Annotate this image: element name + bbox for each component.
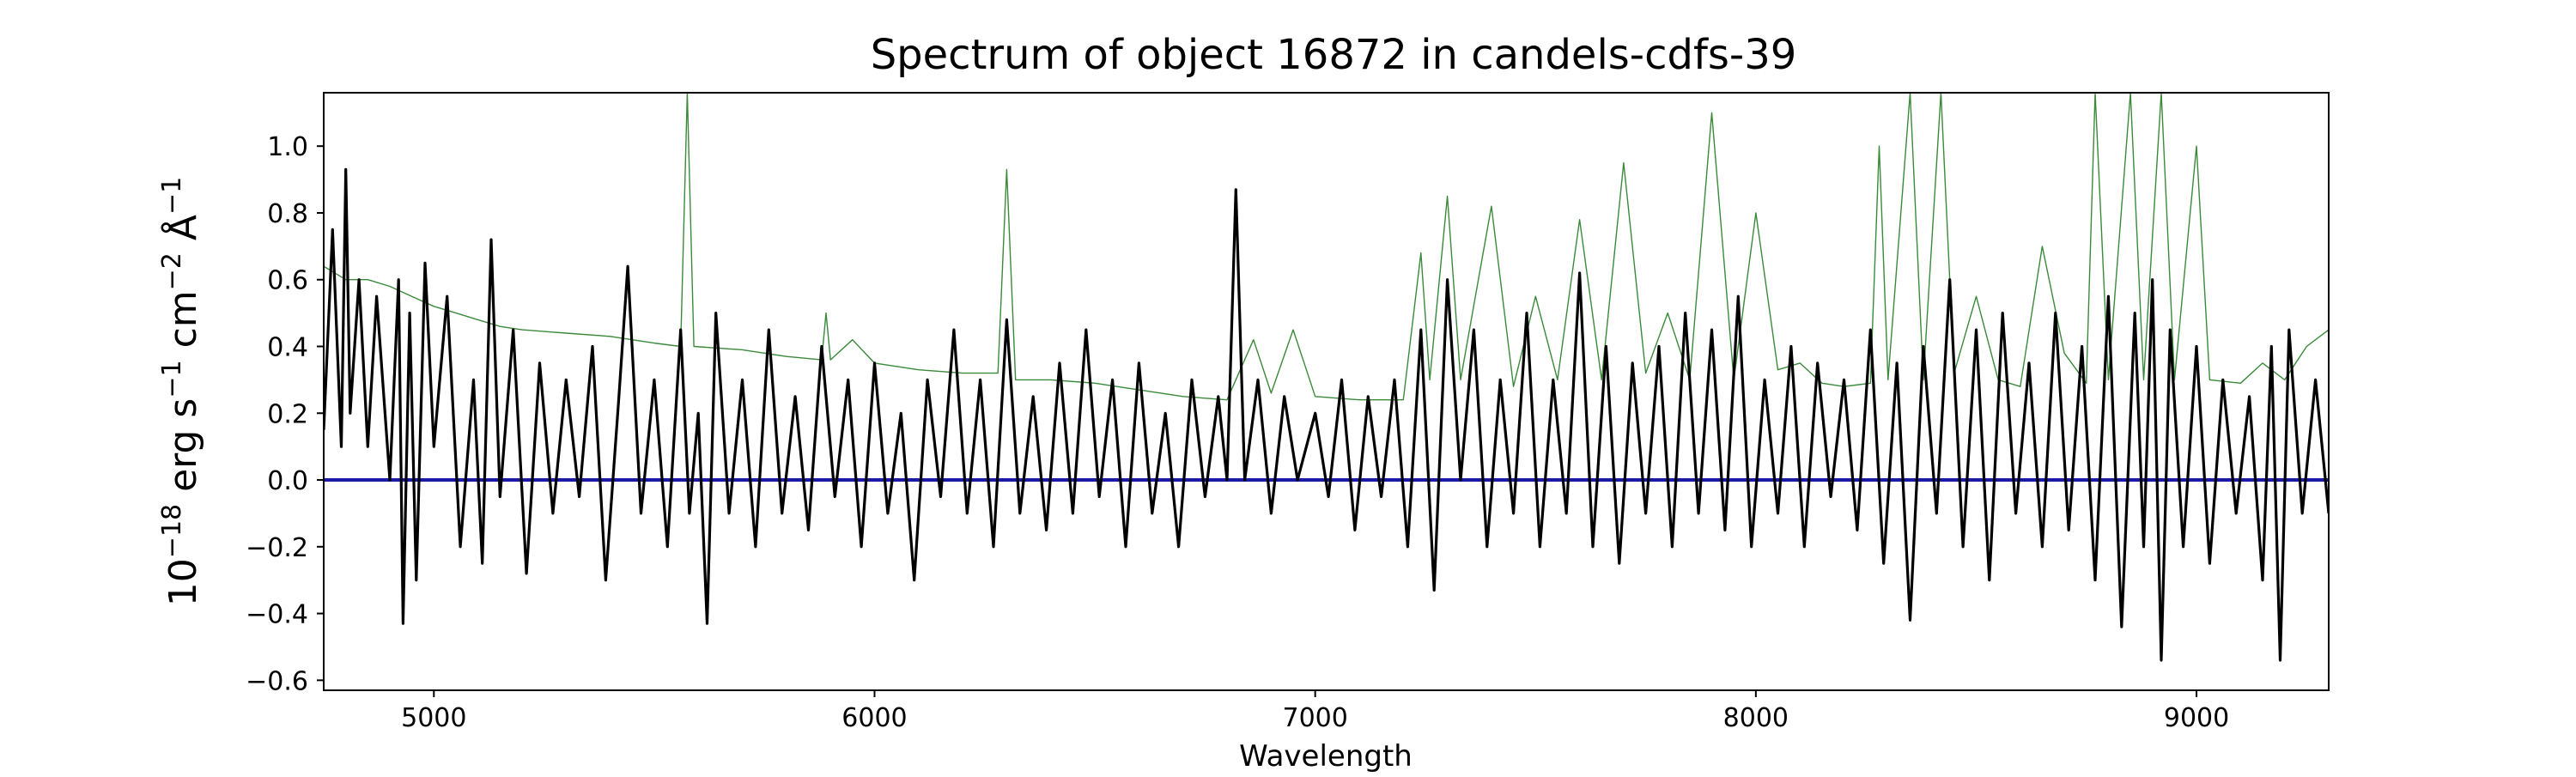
series-layer xyxy=(324,93,2329,662)
y-tick-label: 0.8 xyxy=(267,199,308,229)
x-tick-label: 7000 xyxy=(1282,703,1347,733)
x-axis: 5000 6000 7000 8000 9000 xyxy=(401,690,2229,733)
y-tick-label: 0.0 xyxy=(267,466,308,496)
x-tick-label: 6000 xyxy=(841,703,907,733)
y-tick-label: 1.0 xyxy=(267,132,308,162)
y-axis: −0.6 −0.4 −0.2 0.0 0.2 0.4 0.6 0.8 1.0 xyxy=(246,132,324,696)
y-tick-label: −0.4 xyxy=(246,600,308,630)
y-tick-label: 0.4 xyxy=(267,333,308,363)
x-tick-label: 9000 xyxy=(2164,703,2229,733)
x-tick-label: 5000 xyxy=(401,703,466,733)
y-tick-label: −0.2 xyxy=(246,533,308,563)
series-line-2 xyxy=(324,167,2329,662)
y-tick-label: 0.2 xyxy=(267,399,308,429)
y-tick-label: −0.6 xyxy=(246,666,308,696)
y-tick-label: 0.6 xyxy=(267,266,308,296)
plot-frame xyxy=(323,92,2330,691)
y-axis-label: 10−18 erg s−1 cm−2 Å−1 xyxy=(157,177,205,606)
x-axis-label: Wavelength xyxy=(1239,739,1413,773)
chart-title: Spectrum of object 16872 in candels-cdfs… xyxy=(871,31,1797,79)
x-tick-label: 8000 xyxy=(1723,703,1789,733)
series-line-1 xyxy=(324,93,2329,401)
